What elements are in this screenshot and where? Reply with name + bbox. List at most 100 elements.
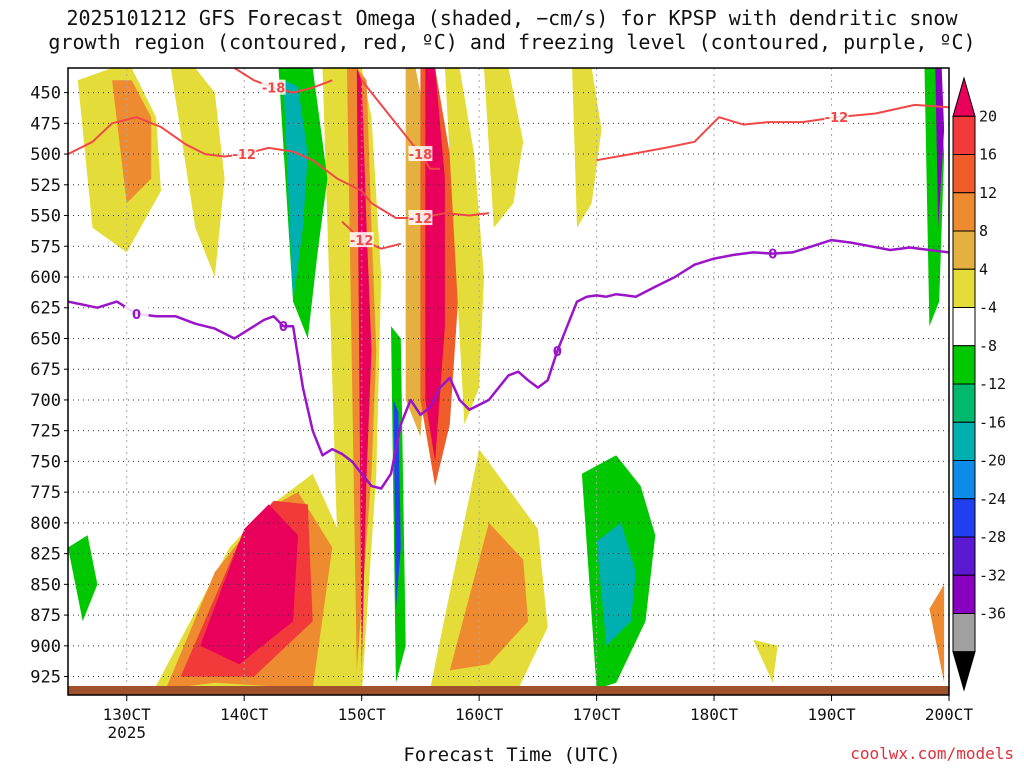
omega-shaded-region — [283, 80, 308, 302]
chart-title: 2025101212 GFS Forecast Omega (shaded, −… — [0, 6, 1024, 54]
colorbar-label: -20 — [979, 452, 1006, 470]
omega-shaded-region — [935, 68, 945, 228]
y-tick-label: 500 — [30, 145, 61, 165]
colorbar-segment — [952, 574, 976, 614]
y-tick-label: 525 — [30, 176, 61, 196]
x-tick-label: 200CT — [925, 705, 974, 724]
freezing-level-contour-label: 0 — [768, 248, 777, 263]
colorbar-segment — [952, 345, 976, 385]
dgz-contour-label: -12 — [232, 148, 256, 163]
y-tick-label: 725 — [30, 422, 61, 442]
colorbar-segment — [952, 651, 976, 692]
colorbar-label: 4 — [979, 260, 988, 278]
dgz-contour — [596, 103, 949, 162]
colorbar-segment — [952, 192, 976, 232]
dgz-contour-label: -12 — [409, 212, 433, 227]
omega-shaded-region — [68, 535, 98, 622]
colorbar-label: -24 — [979, 490, 1006, 508]
chart-title-line-1: 2025101212 GFS Forecast Omega (shaded, −… — [66, 6, 958, 30]
x-tick-label: 170CT — [573, 705, 622, 724]
x-tick-label: 140CT — [220, 705, 269, 724]
dgz-contour — [370, 202, 490, 219]
omega-shaded-region — [753, 639, 778, 683]
colorbar-label: 12 — [979, 184, 997, 202]
colorbar-segment — [952, 613, 976, 653]
colorbar-segment — [952, 498, 976, 538]
y-tick-label: 875 — [30, 606, 61, 626]
omega-shaded-region — [444, 68, 484, 425]
y-tick-label: 625 — [30, 299, 61, 319]
colorbar-label: -12 — [979, 375, 1006, 393]
colorbar-segment — [952, 76, 976, 117]
colorbar-label: 16 — [979, 146, 997, 164]
source-credit: coolwx.com/models — [850, 744, 1014, 763]
omega-shaded-region — [484, 68, 524, 228]
dgz-contour-label-bg — [261, 79, 286, 95]
dgz-contour-label: -12 — [825, 111, 849, 126]
x-year-label: 2025 — [107, 723, 146, 742]
y-tick-label: 575 — [30, 237, 61, 257]
colorbar-label: -8 — [979, 337, 997, 355]
colorbar-segment — [952, 268, 976, 308]
y-tick-label: 675 — [30, 360, 61, 380]
y-tick-label: 900 — [30, 637, 61, 657]
y-tick-label: 650 — [30, 329, 61, 349]
dgz-contour-label: -12 — [350, 234, 374, 249]
omega-shaded-region — [200, 504, 298, 665]
chart-title-line-2: growth region (contoured, red, ºC) and f… — [48, 30, 976, 54]
omega-shaded-region — [449, 522, 529, 671]
dgz-contour-label: -18 — [409, 148, 433, 163]
ground-surface — [68, 686, 949, 695]
y-tick-label: 475 — [30, 114, 61, 134]
colorbar-label: -32 — [979, 566, 1006, 584]
x-tick-label: 160CT — [455, 705, 504, 724]
y-tick-label: 750 — [30, 452, 61, 472]
dgz-contour — [360, 79, 440, 170]
colorbar-label: -4 — [979, 299, 997, 317]
dgz-contour-label-bg — [232, 146, 257, 162]
freezing-level-contour-label: 0 — [132, 308, 141, 323]
omega-shaded-region — [356, 68, 372, 671]
dgz-contour-label-bg — [824, 109, 849, 125]
colorbar-label: -36 — [979, 605, 1006, 623]
freezing-level-contour — [68, 238, 949, 490]
colorbar-segment — [952, 230, 976, 270]
y-tick-label: 450 — [30, 84, 61, 104]
y-tick-label: 800 — [30, 514, 61, 534]
omega-shaded-region — [572, 68, 602, 228]
omega-shaded-region — [929, 584, 945, 683]
colorbar-segment — [952, 536, 976, 576]
freezing-level-contour-label: 0 — [279, 320, 288, 335]
dgz-contour-label: -18 — [262, 82, 286, 97]
dgz-contour-label-bg — [349, 232, 374, 248]
colorbar-label: -16 — [979, 413, 1006, 431]
colorbar-segment — [952, 383, 976, 423]
x-tick-label: 150CT — [338, 705, 387, 724]
dgz-contour-label-bg — [408, 209, 433, 225]
colorbar-label: 8 — [979, 222, 988, 240]
colorbar-segment — [952, 460, 976, 500]
y-tick-label: 925 — [30, 668, 61, 688]
freezing-level-contour-label: 0 — [553, 345, 562, 360]
y-tick-label: 850 — [30, 575, 61, 595]
y-tick-label: 825 — [30, 545, 61, 565]
x-tick-label: 190CT — [807, 705, 856, 724]
freezing-level-contour-label-bg — [124, 305, 149, 321]
x-tick-label: 130CT — [103, 705, 152, 724]
x-axis-title: Forecast Time (UTC) — [403, 744, 621, 766]
omega-shaded-region — [112, 80, 152, 204]
y-tick-label: 550 — [30, 207, 61, 227]
omega-shaded-region — [425, 68, 445, 462]
dgz-contour — [68, 116, 373, 204]
y-tick-label: 700 — [30, 391, 61, 411]
colorbar-segment — [952, 154, 976, 194]
colorbar-segment — [952, 421, 976, 461]
omega-shaded-region — [170, 68, 225, 277]
y-tick-label: 600 — [30, 268, 61, 288]
plot-frame — [67, 67, 950, 696]
colorbar-segment — [952, 307, 976, 347]
x-tick-label: 180CT — [690, 705, 739, 724]
colorbar-label: -28 — [979, 528, 1006, 546]
colorbar-segment — [952, 115, 976, 155]
